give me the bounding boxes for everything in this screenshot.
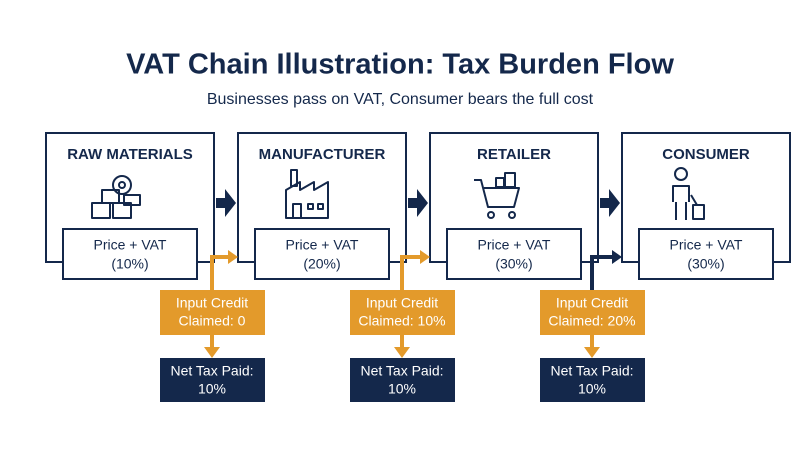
price-line: Price + VAT xyxy=(477,237,550,253)
net-text: Net Tax Paid: xyxy=(550,363,633,379)
net-box xyxy=(540,358,645,402)
credit-text: Input Credit xyxy=(176,295,248,311)
credit-box xyxy=(540,290,645,335)
title: VAT Chain Illustration: Tax Burden Flow xyxy=(126,49,674,81)
credit-box xyxy=(160,290,265,335)
cart-icon xyxy=(474,172,520,219)
stage-name: CONSUMER xyxy=(662,146,750,163)
credit-text: Input Credit xyxy=(366,295,438,311)
price-box xyxy=(638,228,774,280)
price-line: Price + VAT xyxy=(93,237,166,253)
flow-arrow xyxy=(600,189,620,217)
arrow-head xyxy=(420,250,430,264)
price-box xyxy=(62,228,198,280)
raw-materials-icon xyxy=(91,175,141,219)
net-text: 10% xyxy=(578,381,606,397)
net-text: Net Tax Paid: xyxy=(360,363,443,379)
price-line: (20%) xyxy=(303,256,340,272)
price-line: (30%) xyxy=(687,256,724,272)
credit-box xyxy=(350,290,455,335)
price-line: Price + VAT xyxy=(285,237,358,253)
price-box xyxy=(254,228,390,280)
subtitle: Businesses pass on VAT, Consumer bears t… xyxy=(207,91,594,108)
net-text: 10% xyxy=(388,381,416,397)
down-arrow xyxy=(584,335,600,358)
consumer-icon xyxy=(672,167,705,220)
flow-arrow xyxy=(216,189,236,217)
credit-text: Claimed: 20% xyxy=(548,313,635,329)
stage-name: RETAILER xyxy=(477,146,551,163)
credit-connector xyxy=(590,255,614,290)
price-line: (10%) xyxy=(111,256,148,272)
price-box xyxy=(446,228,582,280)
flow-arrow xyxy=(408,189,428,217)
stage-name: RAW MATERIALS xyxy=(67,146,193,163)
price-line: Price + VAT xyxy=(669,237,742,253)
net-text: Net Tax Paid: xyxy=(170,363,253,379)
net-box xyxy=(350,358,455,402)
net-box xyxy=(160,358,265,402)
stage-name: MANUFACTURER xyxy=(259,146,386,163)
price-line: (30%) xyxy=(495,256,532,272)
credit-connector xyxy=(400,255,422,290)
credit-connector xyxy=(210,255,230,290)
credit-text: Input Credit xyxy=(556,295,628,311)
arrow-head xyxy=(228,250,238,264)
credit-text: Claimed: 10% xyxy=(358,313,445,329)
down-arrow xyxy=(394,335,410,358)
net-text: 10% xyxy=(198,381,226,397)
arrow-head xyxy=(612,250,622,264)
credit-text: Claimed: 0 xyxy=(179,313,246,329)
down-arrow xyxy=(204,335,220,358)
factory-icon xyxy=(285,169,329,219)
